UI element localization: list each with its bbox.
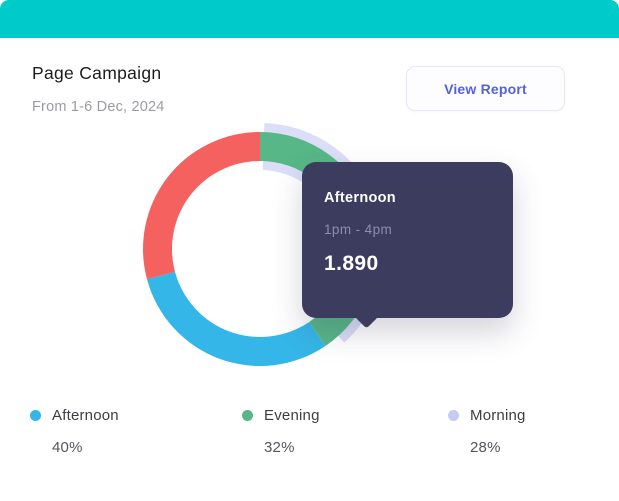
legend-item-evening[interactable]: Evening 32%: [242, 407, 320, 456]
legend-label: Afternoon: [52, 407, 119, 424]
legend-percent: 40%: [52, 439, 83, 456]
teal-accent-bar: [0, 0, 619, 38]
legend-item-afternoon[interactable]: Afternoon 40%: [30, 407, 119, 456]
legend-percent: 28%: [470, 439, 501, 456]
donut-red-segment[interactable]: [143, 132, 260, 280]
evening-legend-dot-icon: [242, 410, 253, 421]
date-range-label: From 1-6 Dec, 2024: [32, 99, 165, 115]
tooltip-time-range: 1pm - 4pm: [324, 222, 393, 237]
legend-percent: 32%: [264, 439, 295, 456]
legend-item-morning[interactable]: Morning 28%: [448, 407, 526, 456]
donut-afternoon-segment[interactable]: [146, 271, 326, 367]
tooltip-title: Afternoon: [324, 190, 396, 206]
legend-label: Evening: [264, 407, 320, 424]
morning-legend-dot-icon: [448, 410, 459, 421]
afternoon-legend-dot-icon: [30, 410, 41, 421]
page-title: Page Campaign: [32, 63, 162, 83]
chart-tooltip: Afternoon 1pm - 4pm 1.890: [302, 162, 513, 318]
view-report-button[interactable]: View Report: [406, 66, 565, 111]
legend-label: Morning: [470, 407, 526, 424]
tooltip-value: 1.890: [324, 252, 379, 275]
